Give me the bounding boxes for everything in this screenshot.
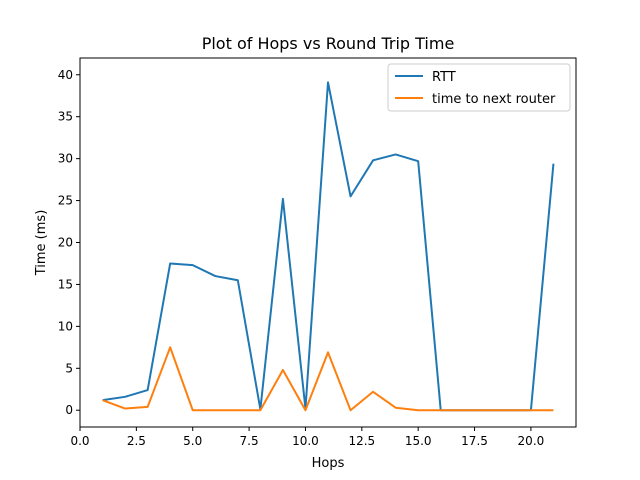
- y-tick-label: 40: [58, 68, 73, 82]
- y-tick-label: 20: [58, 236, 73, 250]
- series-line-time-to-next-router: [102, 346, 554, 412]
- legend-label-time-to-next-router: time to next router: [432, 92, 556, 107]
- x-tick-label: 10.0: [292, 434, 319, 448]
- y-tick-label: 0: [65, 403, 73, 417]
- x-axis-label: Hops: [312, 456, 345, 471]
- y-tick-label: 25: [58, 194, 73, 208]
- y-tick-label: 5: [65, 361, 73, 375]
- y-tick-label: 30: [58, 152, 73, 166]
- x-tick-label: 0.0: [70, 434, 89, 448]
- legend: RTT time to next router: [387, 63, 571, 112]
- y-tick-label: 10: [58, 319, 73, 333]
- y-axis-label: Time (ms): [34, 210, 49, 277]
- x-tick-label: 7.5: [240, 434, 259, 448]
- x-axis: 0.0 2.5 5.0 7.5 10.0 12.5 15.0 17.5 20.0: [70, 427, 544, 448]
- x-tick-label: 17.5: [461, 434, 488, 448]
- legend-label-rtt: RTT: [432, 70, 456, 85]
- y-tick-label: 15: [58, 277, 73, 291]
- legend-box: [387, 63, 571, 112]
- x-tick-label: 20.0: [518, 434, 545, 448]
- chart-title: Plot of Hops vs Round Trip Time: [202, 34, 455, 53]
- series-lines: [102, 81, 555, 412]
- x-tick-label: 15.0: [405, 434, 432, 448]
- y-axis: 0 5 10 15 20 25 30 35 40: [58, 68, 80, 417]
- y-tick-label: 35: [58, 110, 73, 124]
- x-tick-label: 2.5: [127, 434, 146, 448]
- x-tick-label: 5.0: [183, 434, 202, 448]
- x-tick-label: 12.5: [348, 434, 375, 448]
